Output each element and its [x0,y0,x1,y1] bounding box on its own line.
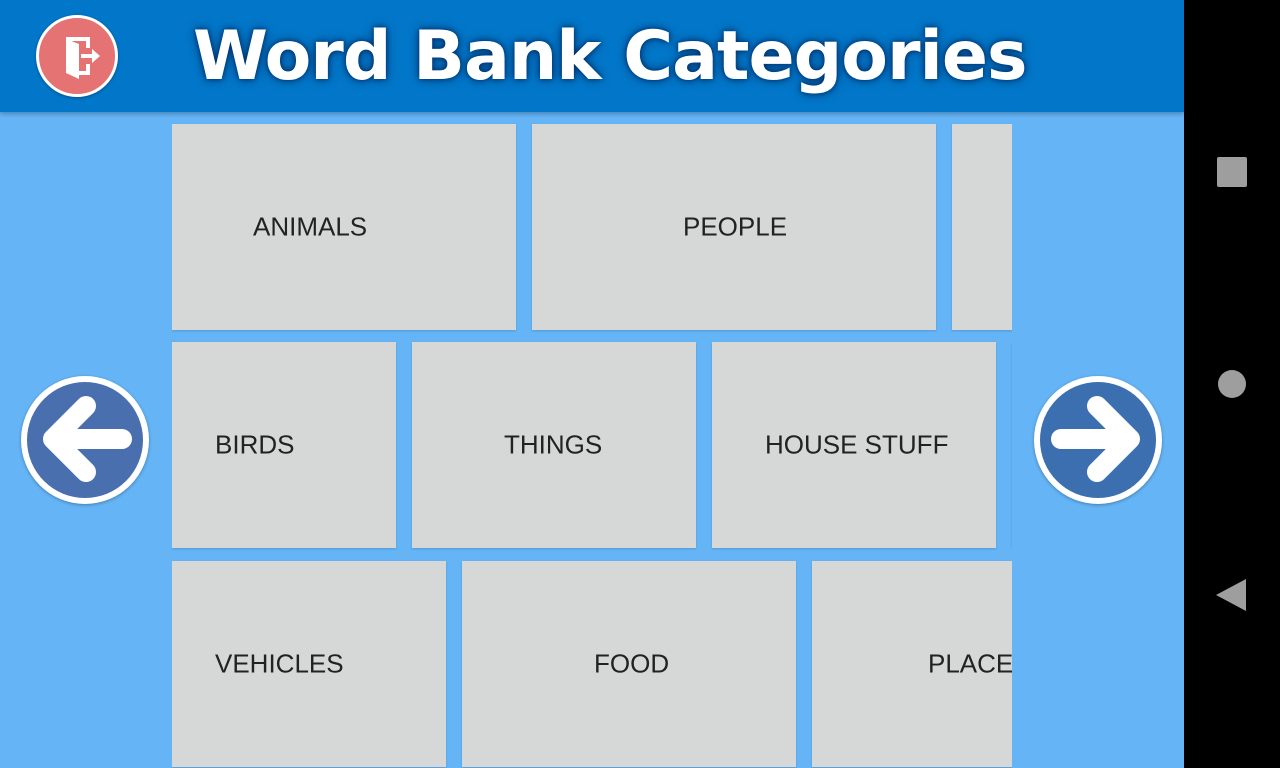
category-row-3: VEHICLES FOOD PLACES [172,561,1012,767]
exit-button[interactable] [36,15,118,97]
back-button[interactable] [1215,578,1247,617]
square-icon [1217,157,1247,187]
category-tile-birds[interactable]: BIRDS [172,342,396,548]
category-label: PLACES [928,648,1012,679]
category-label: HOUSE STUFF [765,429,949,460]
category-label: THINGS [504,429,603,460]
category-label: BIRDS [215,429,295,460]
category-tile-animals[interactable]: ANIMALS [172,124,516,330]
category-tile-house-stuff[interactable]: HOUSE STUFF [712,342,996,548]
category-tile-people[interactable]: PEOPLE [532,124,936,330]
category-row-2: BIRDS THINGS HOUSE STUFF [172,342,1012,548]
category-tile-partial[interactable] [952,124,1012,330]
category-label: VEHICLES [215,648,344,679]
home-button[interactable] [1217,369,1247,404]
system-navigation-bar [1184,0,1280,768]
category-label: ANIMALS [253,211,368,242]
next-page-button[interactable] [1034,376,1162,504]
arrow-left-icon [43,396,132,482]
page-title: Word Bank Categories [193,17,1027,96]
category-tile-things[interactable]: THINGS [412,342,696,548]
category-tile-vehicles[interactable]: VEHICLES [172,561,446,767]
category-row-1: ANIMALS PEOPLE [172,124,1012,330]
category-grid: ANIMALS PEOPLE BIRDS THINGS HOUSE STUFF [172,112,1012,768]
header-bar: Word Bank Categories [0,0,1184,112]
exit-door-icon [66,37,100,79]
circle-icon [1218,370,1246,398]
category-label: PEOPLE [683,211,788,242]
arrow-right-icon [1051,396,1140,482]
app-screen: Word Bank Categories ANIMALS PEOPLE BIRD… [0,0,1184,768]
previous-page-button[interactable] [21,376,149,504]
category-label: FOOD [594,648,670,679]
category-tile-places[interactable]: PLACES [812,561,1012,767]
recents-button[interactable] [1217,157,1247,192]
triangle-back-icon [1216,579,1246,611]
category-tile-food[interactable]: FOOD [462,561,796,767]
